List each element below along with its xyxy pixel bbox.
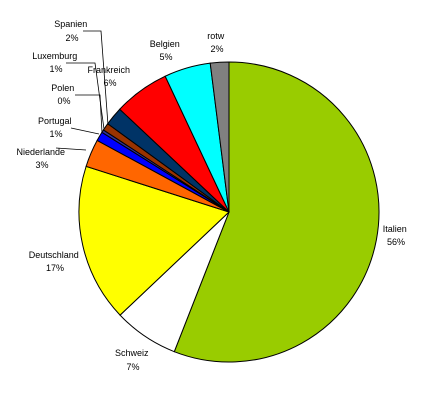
- leader-niederlande: [55, 147, 87, 151]
- pie-slices: [78, 61, 380, 363]
- label-spanien: Spanien 2%: [54, 19, 90, 43]
- label-frankreich: Frankreich 6%: [87, 65, 132, 88]
- label-schweiz: Schweiz 7%: [115, 348, 151, 372]
- slice-deutschland: [78, 165, 230, 316]
- leader-lines: [55, 30, 109, 151]
- slice-rotw: [209, 61, 230, 213]
- label-luxemburg: Luxemburg 1%: [32, 51, 80, 74]
- slice-italien: [173, 61, 380, 363]
- label-belgien: Belgien 5%: [150, 39, 183, 62]
- leader-portugal: [70, 127, 100, 135]
- label-italien: Italien 56%: [383, 224, 410, 247]
- label-polen: Polen 0%: [51, 83, 77, 106]
- leader-spanien: [83, 30, 109, 126]
- label-rotw: rotw 2%: [207, 31, 227, 54]
- leader-polen: [75, 94, 103, 134]
- label-deutschland: Deutschland 17%: [29, 250, 82, 273]
- label-portugal: Portugal 1%: [38, 116, 74, 139]
- label-niederlande: Niederlande 3%: [16, 147, 67, 170]
